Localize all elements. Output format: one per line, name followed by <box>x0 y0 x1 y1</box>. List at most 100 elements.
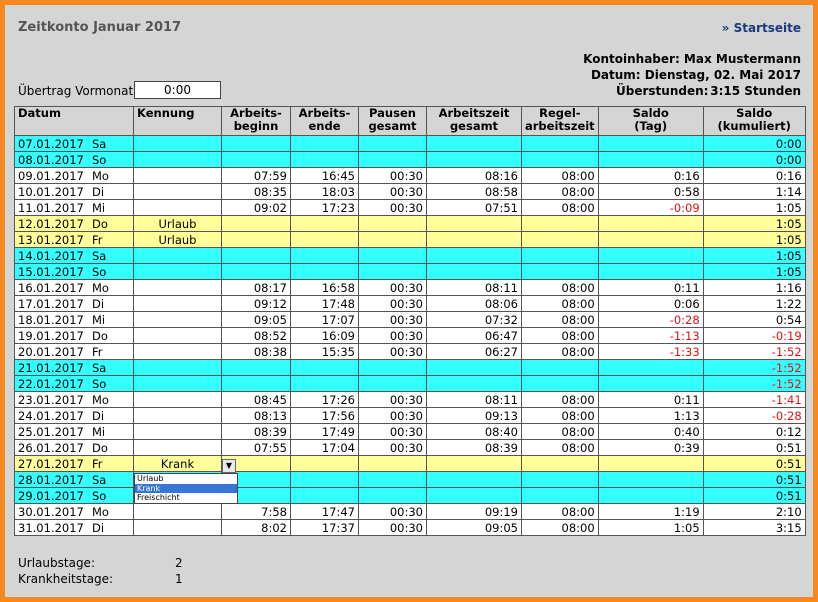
time-cell: 0:00 <box>702 151 806 168</box>
time-cell: -0:28 <box>597 311 704 328</box>
table-row: 25.01.2017 Mi 08:39 17:49 00:30 08:40 08:00 0:4… <box>14 423 806 440</box>
table-row: 24.01.2017 Di 08:13 17:56 00:30 09:13 08:00 1:1… <box>14 407 806 424</box>
sick-value: 1 <box>175 572 183 586</box>
time-cell: -0:28 <box>702 407 806 424</box>
time-cell: 08:00 <box>521 295 599 312</box>
time-cell <box>426 359 522 376</box>
time-cell: 00:30 <box>358 391 427 408</box>
table-row: 12.01.2017 Do Urlaub 1:05 <box>14 215 806 232</box>
table-row: 15.01.2017 So 1:05 <box>14 263 806 280</box>
time-cell: 00:30 <box>358 503 427 520</box>
time-cell: 17:56 <box>290 407 359 424</box>
time-cell <box>290 247 359 264</box>
home-link[interactable]: » Startseite <box>721 21 801 35</box>
time-cell: 18:03 <box>290 183 359 200</box>
time-cell: 1:05 <box>702 247 806 264</box>
weekday: Mo <box>92 392 109 407</box>
time-cell: 08:00 <box>521 391 599 408</box>
time-cell: -1:33 <box>597 343 704 360</box>
time-cell: 08:00 <box>521 439 599 456</box>
column-header: Regel-arbeitszeit <box>521 106 599 136</box>
time-cell <box>290 487 359 504</box>
date: 15.01.2017 <box>18 264 84 279</box>
column-header: Datum <box>14 106 134 136</box>
header-line: Regel- <box>539 106 581 120</box>
date: 28.01.2017 <box>18 472 84 487</box>
time-cell <box>290 231 359 248</box>
date-cell: 19.01.2017 Do <box>14 327 134 344</box>
dropdown-option[interactable]: Krank <box>135 483 237 493</box>
time-cell: 08:17 <box>221 279 291 296</box>
time-cell: -0:09 <box>597 199 704 216</box>
dropdown-option[interactable]: Urlaub <box>137 474 164 483</box>
weekday: Mo <box>92 280 109 295</box>
time-cell: 09:13 <box>426 407 522 424</box>
date-cell: 08.01.2017 So <box>14 151 134 168</box>
time-cell: 7:58 <box>221 503 291 520</box>
vacation-value: 2 <box>175 556 183 570</box>
time-cell <box>221 263 291 280</box>
time-cell <box>521 263 599 280</box>
time-cell <box>358 375 427 392</box>
time-cell: -1:52 <box>702 359 806 376</box>
time-cell: 08:00 <box>521 423 599 440</box>
code-cell[interactable]: Krank <box>133 455 222 472</box>
time-cell: 0:54 <box>702 311 806 328</box>
header-line: Kennung <box>137 106 195 120</box>
time-cell: 08:11 <box>426 391 522 408</box>
time-cell <box>358 151 427 168</box>
time-cell: 07:55 <box>221 439 291 456</box>
date: 26.01.2017 <box>18 440 84 455</box>
time-cell <box>597 135 704 152</box>
header-line: gesamt <box>368 119 417 133</box>
weekday: Sa <box>92 360 107 375</box>
time-cell: 00:30 <box>358 183 427 200</box>
date: 21.01.2017 <box>18 360 84 375</box>
time-cell <box>290 263 359 280</box>
time-cell: 0:58 <box>597 183 704 200</box>
dropdown-arrow[interactable]: ▼ <box>222 459 236 473</box>
date: 30.01.2017 <box>18 504 84 519</box>
time-cell: 08:00 <box>521 167 599 184</box>
weekday: Mi <box>92 424 106 439</box>
time-cell: 08:00 <box>521 279 599 296</box>
code-cell <box>133 311 222 328</box>
time-cell: 17:04 <box>290 439 359 456</box>
time-cell <box>521 151 599 168</box>
time-cell: 0:51 <box>702 487 806 504</box>
time-cell <box>290 375 359 392</box>
time-cell: 16:09 <box>290 327 359 344</box>
time-cell: -1:52 <box>702 375 806 392</box>
time-cell <box>290 455 359 472</box>
time-cell: -1:13 <box>597 327 704 344</box>
time-cell: 1:05 <box>702 231 806 248</box>
time-cell: 0:16 <box>702 167 806 184</box>
time-cell: 3:15 <box>702 519 806 536</box>
code-cell <box>133 199 222 216</box>
date-cell: 12.01.2017 Do <box>14 215 134 232</box>
header-line: (kumuliert) <box>717 119 791 133</box>
weekday: Mi <box>92 200 106 215</box>
dropdown-option[interactable]: Freischicht <box>137 493 180 502</box>
time-cell <box>290 215 359 232</box>
carry-input[interactable]: 0:00 <box>134 81 221 99</box>
time-cell: 17:47 <box>290 503 359 520</box>
time-cell: 0:51 <box>702 455 806 472</box>
time-cell: 0:00 <box>702 135 806 152</box>
date: 09.01.2017 <box>18 168 84 183</box>
header-line: Saldo <box>632 106 669 120</box>
time-cell <box>290 135 359 152</box>
time-cell <box>426 263 522 280</box>
table-row: 17.01.2017 Di 09:12 17:48 00:30 08:06 08:00 0:0… <box>14 295 806 312</box>
time-cell <box>597 455 704 472</box>
weekday: So <box>92 152 107 167</box>
time-cell: 06:27 <box>426 343 522 360</box>
time-cell: 0:39 <box>597 439 704 456</box>
time-cell <box>597 263 704 280</box>
table-row: 27.01.2017 Fr Krank 0:51 <box>14 455 806 472</box>
date-cell: 07.01.2017 Sa <box>14 135 134 152</box>
time-cell <box>426 471 522 488</box>
time-cell <box>426 487 522 504</box>
time-cell: 08:45 <box>221 391 291 408</box>
